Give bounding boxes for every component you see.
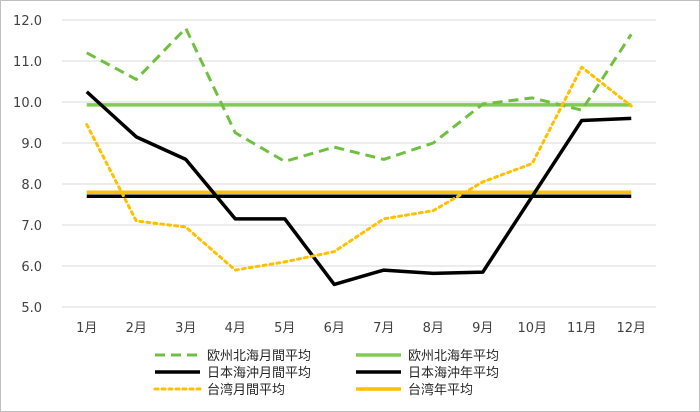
y-tick-label: 11.0 [13,55,42,70]
x-tick-label: 3月 [175,321,196,336]
y-tick-label: 7.0 [21,219,42,234]
legend-label: 台湾年平均 [408,382,473,398]
x-tick-label: 11月 [567,321,597,336]
y-tick-label: 5.0 [21,301,42,316]
y-tick-label: 12.0 [13,14,42,29]
x-tick-label: 10月 [517,321,547,336]
x-tick-label: 7月 [373,321,394,336]
x-tick-label: 5月 [274,321,295,336]
series-line [85,65,633,272]
series-line [86,26,633,163]
legend-label: 欧州北海年平均 [408,349,499,364]
y-tick-label: 6.0 [21,260,42,275]
x-axis-ticks: 1月 2月 3月 4月 5月 6月 7月 8月 9月 10月 11月 12月 [76,321,646,336]
x-tick-label: 6月 [324,321,345,336]
legend-label: 欧州北海月間平均 [207,349,311,364]
gridlines [62,19,656,308]
y-tick-label: 9.0 [21,137,42,152]
legend-label: 日本海沖月間平均 [207,366,311,381]
x-tick-label: 12月 [616,321,646,336]
x-tick-label: 9月 [472,321,493,336]
y-tick-label: 8.0 [21,178,42,193]
x-tick-label: 8月 [423,321,444,336]
x-tick-label: 1月 [76,321,97,336]
series-lines [85,26,633,287]
legend-label: 台湾月間平均 [207,382,285,398]
legend-label: 日本海沖年平均 [408,366,499,381]
series-line [85,90,632,287]
x-tick-label: 2月 [126,321,147,336]
y-tick-label: 10.0 [13,96,42,111]
x-tick-label: 4月 [225,321,246,336]
y-axis-ticks: 5.0 6.0 7.0 8.0 9.0 10.0 11.0 12.0 [13,14,42,316]
